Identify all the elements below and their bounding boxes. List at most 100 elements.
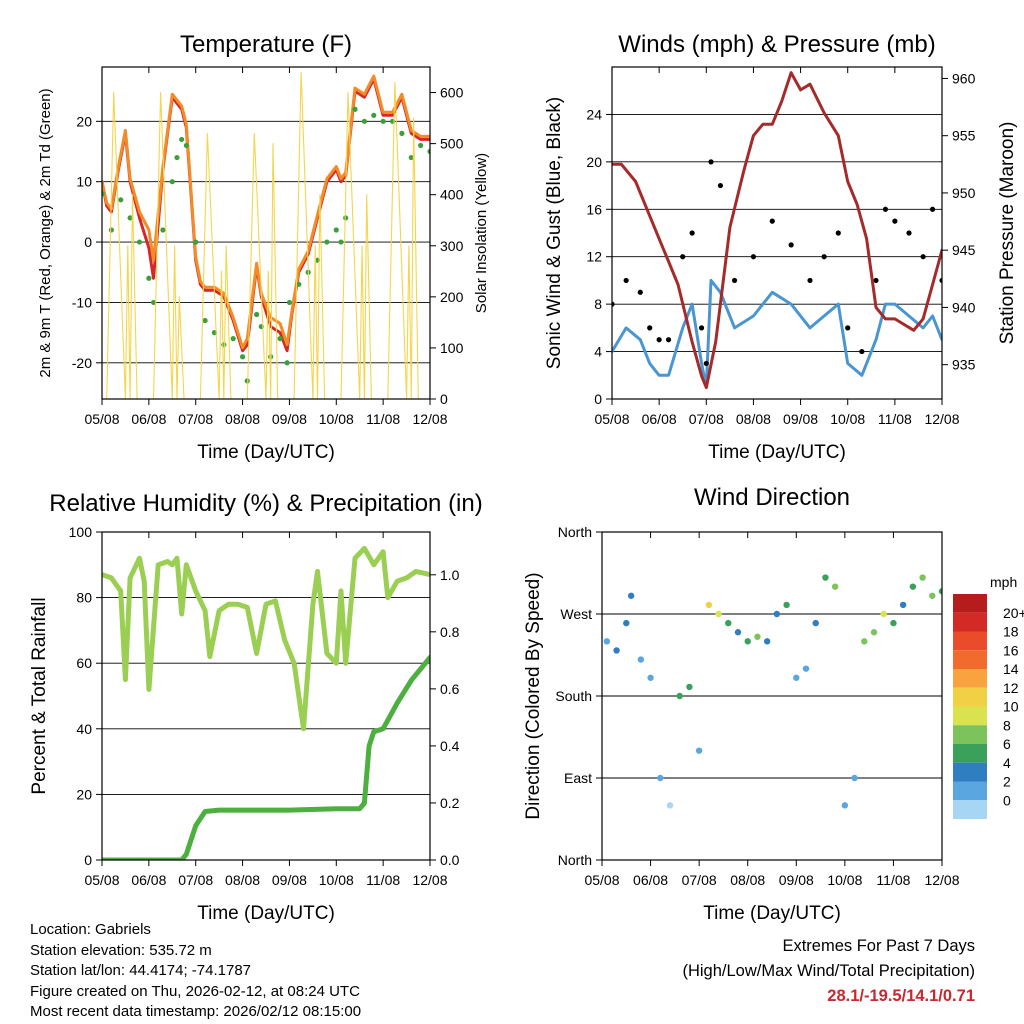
series-point [427, 148, 430, 155]
y2-tick-label: 945 [952, 242, 976, 258]
series-point [202, 317, 208, 324]
y2-tick-label: 0.2 [440, 795, 460, 811]
x-tick-label: 07/08 [689, 411, 724, 427]
colorbar-label: 4 [1003, 755, 1011, 771]
series-line [102, 74, 430, 350]
created-text: Figure created on Thu, 2026-02-12, at 08… [30, 982, 360, 1000]
x-tick-label: 11/08 [878, 411, 912, 427]
plot-frame [611, 66, 943, 400]
series-point [929, 206, 936, 212]
y-tick-label: 40 [76, 721, 92, 737]
x-axis-label: Time (Day/UTC) [703, 903, 841, 924]
series-point [174, 154, 180, 161]
series-point [183, 142, 189, 149]
x-tick-label: 10/08 [319, 411, 354, 427]
series-point [277, 336, 283, 342]
x-tick-label: 09/08 [272, 872, 307, 888]
direction-point [793, 674, 800, 681]
y-tick-label: North [558, 852, 592, 868]
direction-point [831, 583, 839, 590]
y-tick-label: North [558, 524, 592, 540]
extremes-values: 28.1/-19.5/14.1/0.71 [827, 987, 975, 1005]
series-point [361, 118, 367, 124]
y2-axis-label: Solar Insolation (Yellow) [473, 153, 490, 313]
series-point [845, 325, 851, 331]
series-point [284, 360, 290, 366]
y2-tick-label: 600 [440, 85, 464, 101]
series-point [892, 218, 898, 224]
series-point [882, 206, 889, 212]
y2-tick-label: 940 [952, 299, 976, 315]
series-point [708, 159, 714, 165]
direction-point [919, 574, 926, 581]
x-tick-label: 08/08 [225, 411, 260, 427]
series-point [698, 325, 705, 331]
colorbar-swatch [953, 725, 987, 744]
colorbar-title: mph [990, 574, 1017, 590]
direction-point [841, 802, 849, 809]
extremes-subtitle: (High/Low/Max Wind/Total Precipitation) [682, 962, 975, 980]
x-tick-label: 05/08 [84, 872, 119, 888]
colorbar-label: 0 [1003, 792, 1011, 808]
y2-tick-label: 960 [952, 70, 976, 86]
chart-title: Temperature (F) [180, 31, 352, 58]
x-tick-label: 05/08 [584, 872, 619, 888]
colorbar-swatch [953, 650, 987, 669]
series-point [160, 227, 166, 233]
x-tick-label: 09/08 [783, 411, 818, 427]
x-tick-label: 06/08 [633, 872, 668, 888]
x-tick-label: 12/08 [412, 411, 447, 427]
direction-point [773, 610, 781, 618]
colorbar-swatch [953, 744, 987, 763]
colorbar-swatch [953, 706, 987, 726]
direction-point [929, 592, 936, 599]
y-tick-label: 60 [76, 655, 92, 671]
x-tick-label: 07/08 [682, 872, 717, 888]
series-point [150, 299, 157, 306]
colorbar-label: 2 [1003, 774, 1011, 790]
direction-point [890, 619, 897, 627]
series-point [136, 239, 143, 245]
direction-point [880, 610, 887, 618]
series-point [146, 275, 152, 281]
colorbar-label: 8 [1003, 717, 1011, 733]
y2-tick-label: 100 [440, 340, 464, 356]
series-point [612, 301, 615, 307]
y-tick-label: 16 [586, 201, 602, 217]
x-axis-label: Time (Day/UTC) [197, 903, 335, 924]
direction-point [802, 665, 810, 672]
y-tick-label: 12 [586, 249, 602, 265]
y-tick-label: 0 [594, 391, 602, 407]
x-tick-label: 05/08 [84, 411, 119, 427]
series-point [254, 311, 260, 318]
series-point [637, 289, 643, 295]
x-tick-label: 07/08 [178, 872, 213, 888]
timestamp-text: Most recent data timestamp: 2026/02/12 0… [30, 1003, 362, 1020]
y-tick-label: South [555, 688, 592, 704]
series-point [689, 230, 695, 236]
y-axis-label: Sonic Wind & Gust (Blue, Black) [544, 97, 565, 369]
direction-point [657, 774, 664, 782]
x-tick-label: 11/08 [366, 872, 400, 888]
y2-tick-label: 0 [440, 391, 448, 407]
y2-tick-label: 0.4 [440, 738, 460, 754]
colorbar-label: 6 [1003, 736, 1011, 752]
x-tick-label: 10/08 [827, 872, 862, 888]
series-point [324, 239, 330, 245]
x-tick-label: 09/08 [272, 411, 307, 427]
y2-tick-label: 0.0 [440, 852, 460, 868]
plot-frame [101, 66, 431, 400]
series-point [731, 277, 738, 284]
direction-point [734, 629, 742, 636]
series-point [665, 337, 672, 343]
direction-point [909, 583, 917, 590]
direction-point [705, 601, 713, 609]
series-line [612, 71, 942, 390]
direction-point [754, 633, 761, 640]
series-point [127, 215, 133, 221]
direction-point [627, 592, 635, 599]
y2-tick-label: 0.8 [440, 624, 460, 640]
y-tick-label: -20 [72, 355, 92, 371]
chart-title: Wind Direction [694, 484, 850, 511]
plot-area [612, 71, 942, 390]
